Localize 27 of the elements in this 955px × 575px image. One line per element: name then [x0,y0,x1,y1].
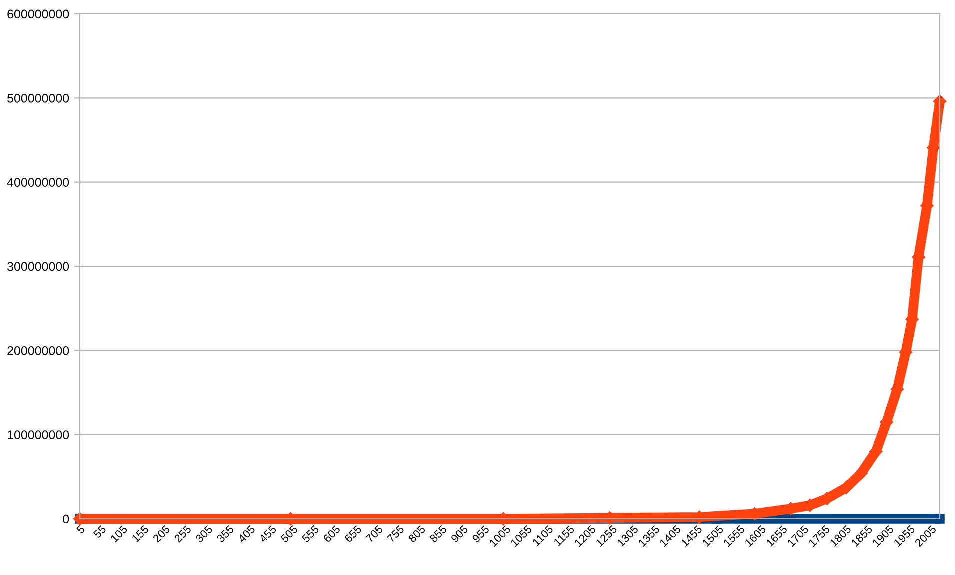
y-tick-label: 200000000 [8,346,70,356]
x-tick-label: 855 [429,525,448,544]
x-tick-label: 255 [174,525,192,544]
y-tick-label: 500000000 [8,94,70,103]
x-tick-label: 605 [322,525,341,544]
x-tick-label: 705 [366,525,384,544]
x-tick-label: 305 [195,525,214,544]
x-tick-label: 405 [238,525,256,544]
x-tick-label: 155 [132,525,150,543]
x-tick-label: 905 [450,525,469,544]
y-tick-label: 100000000 [8,430,70,440]
x-tick-label: 455 [258,525,278,544]
x-tick-label: 555 [302,525,320,544]
x-tick-label: 755 [386,525,405,544]
x-tick-label: 55 [93,525,107,539]
x-tick-label: 355 [216,525,234,544]
y-tick-label: 300000000 [8,262,70,272]
x-tick-label: 5 [76,525,86,534]
y-tick-label: 400000000 [7,178,70,187]
x-tick-label: 105 [110,525,128,543]
y-tick-label: 600000000 [8,10,70,19]
x-tick-label: 505 [280,525,298,544]
x-tick-label: 655 [344,525,362,544]
x-tick-label: 205 [152,525,171,544]
y-tick-label: 0 [63,514,70,524]
x-tick-label: 955 [472,525,490,544]
x-tick-label: 805 [408,525,426,544]
